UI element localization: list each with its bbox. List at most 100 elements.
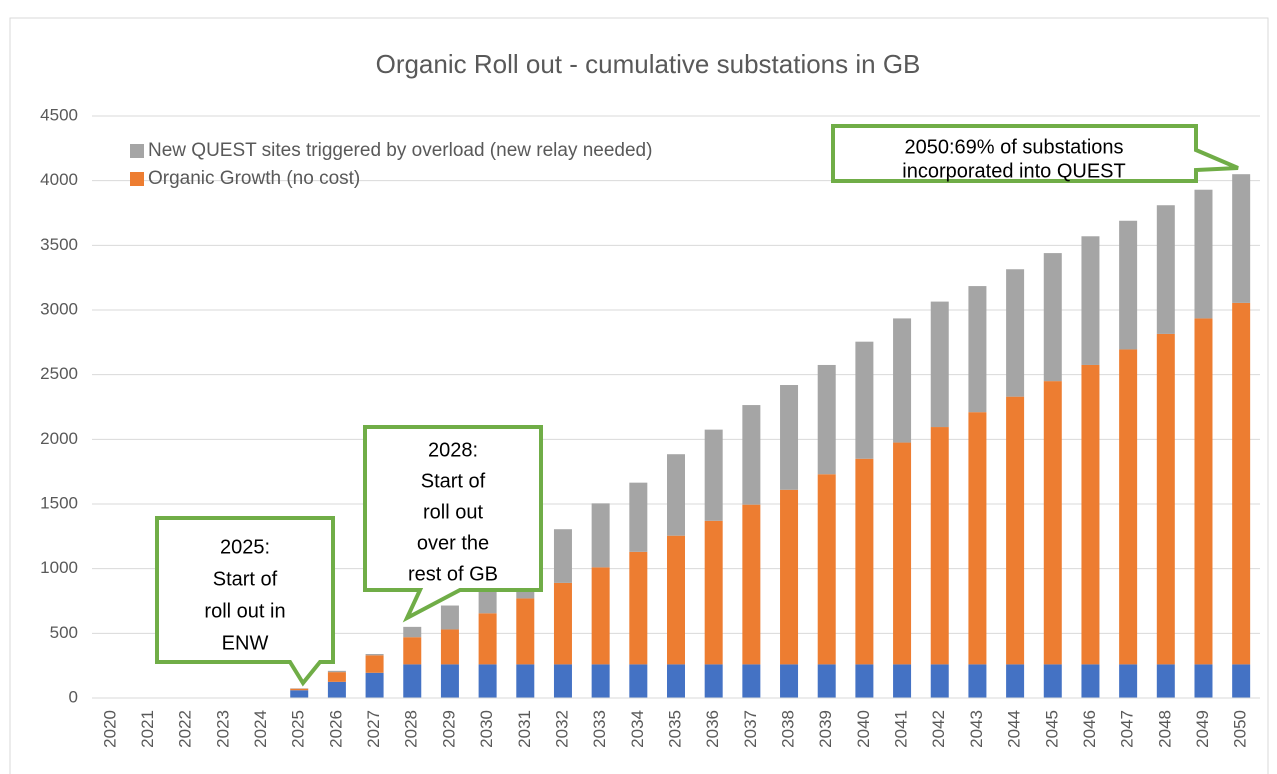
- bar: [1006, 396, 1025, 665]
- bar: [968, 412, 987, 665]
- bar: [1043, 381, 1062, 665]
- bar: [440, 664, 459, 698]
- bar: [1194, 318, 1213, 665]
- bar: [403, 626, 422, 638]
- callout-text: 2028:: [428, 439, 478, 461]
- bar: [1081, 236, 1100, 365]
- legend-entry: Organic Growth (no cost): [130, 166, 730, 192]
- bar: [817, 364, 836, 475]
- callout-text: roll out in: [204, 600, 285, 622]
- bar: [667, 535, 685, 665]
- bar: [591, 567, 610, 665]
- x-tick-label: 2031: [515, 710, 534, 748]
- bar: [704, 520, 723, 665]
- x-tick-label: 2043: [967, 710, 986, 748]
- bar: [553, 582, 572, 665]
- bar: [1156, 664, 1175, 698]
- x-tick-label: 2045: [1042, 710, 1061, 748]
- x-tick-label: 2039: [816, 710, 835, 748]
- bar: [365, 654, 384, 656]
- bar: [968, 664, 987, 698]
- bar: [780, 664, 799, 698]
- y-tick-label: 500: [50, 623, 78, 642]
- y-tick-label: 0: [69, 687, 78, 706]
- bar: [1043, 664, 1062, 698]
- callout: 2025: Start of roll out in ENW: [155, 516, 335, 687]
- x-tick-label: 2034: [628, 710, 647, 748]
- bar: [1156, 333, 1175, 665]
- bar: [629, 664, 648, 698]
- bar: [742, 504, 761, 665]
- bar: [667, 664, 685, 698]
- bar: [516, 664, 535, 698]
- bar: [1156, 205, 1175, 334]
- bar: [855, 664, 874, 698]
- x-tick-label: 2032: [552, 710, 571, 748]
- bar: [742, 405, 761, 505]
- bar: [553, 529, 572, 583]
- bar: [1119, 349, 1138, 665]
- bar: [327, 672, 346, 682]
- y-tick-label: 1500: [40, 493, 78, 512]
- x-tick-label: 2040: [854, 710, 873, 748]
- x-tick-label: 2029: [439, 710, 458, 748]
- bar: [1232, 174, 1251, 303]
- bar: [930, 664, 949, 698]
- bar: [1232, 664, 1251, 698]
- bar: [629, 482, 648, 552]
- y-tick-label: 1000: [40, 558, 78, 577]
- x-tick-label: 2041: [892, 710, 911, 748]
- x-tick-label: 2047: [1118, 710, 1137, 748]
- x-tick-label: 2020: [100, 710, 119, 748]
- legend-swatch: [130, 172, 144, 186]
- bar: [553, 664, 572, 698]
- bar: [817, 664, 836, 698]
- x-tick-label: 2025: [289, 710, 308, 748]
- bar: [478, 613, 497, 665]
- bar: [365, 655, 384, 673]
- bar: [930, 427, 949, 665]
- legend-entry: New QUEST sites triggered by overload (n…: [130, 138, 730, 164]
- legend-swatch: [130, 144, 144, 158]
- bar: [591, 503, 610, 568]
- bar: [1194, 189, 1213, 319]
- callout: 2028: Start of roll out over the rest of GB: [363, 425, 543, 623]
- x-tick-label: 2030: [477, 710, 496, 748]
- callout-text: Start of: [213, 568, 278, 590]
- y-tick-label: 4500: [40, 105, 78, 124]
- bar: [591, 664, 610, 698]
- callout-box: [155, 516, 335, 687]
- bar: [403, 637, 422, 665]
- bar: [893, 664, 912, 698]
- x-tick-label: 2048: [1155, 710, 1174, 748]
- bar: [478, 664, 497, 698]
- legend: New QUEST sites triggered by overload (n…: [130, 138, 730, 194]
- bar: [817, 474, 836, 665]
- legend-label: New QUEST sites triggered by overload (n…: [148, 140, 653, 161]
- callout-text: ENW: [222, 632, 269, 654]
- bar: [629, 551, 648, 665]
- callout-text: 2025:: [220, 536, 270, 558]
- x-tick-label: 2050: [1231, 710, 1250, 748]
- bar: [1043, 253, 1062, 382]
- x-tick-label: 2033: [590, 710, 609, 748]
- x-tick-label: 2026: [326, 710, 345, 748]
- x-tick-label: 2042: [929, 710, 948, 748]
- x-tick-label: 2027: [364, 710, 383, 748]
- x-tick-label: 2037: [741, 710, 760, 748]
- x-tick-label: 2021: [138, 710, 157, 748]
- y-tick-label: 4000: [40, 170, 78, 189]
- bar: [327, 670, 346, 673]
- y-tick-label: 2500: [40, 364, 78, 383]
- bar: [704, 429, 723, 521]
- callout-text: over the: [417, 532, 489, 554]
- bar: [1232, 302, 1251, 665]
- chart-title: Organic Roll out - cumulative substation…: [376, 49, 921, 79]
- bar: [403, 664, 422, 698]
- bar: [930, 301, 949, 428]
- bar: [893, 318, 912, 443]
- bar: [780, 385, 799, 490]
- bar: [667, 454, 685, 536]
- bar: [290, 688, 309, 691]
